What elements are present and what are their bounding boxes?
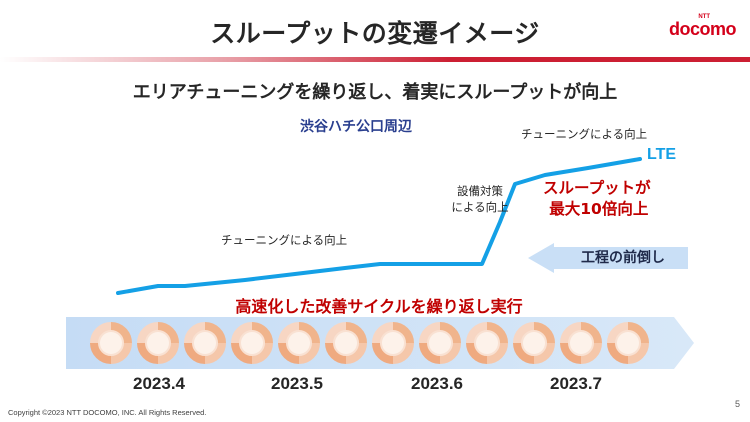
month-label: 2023.7	[550, 374, 602, 393]
cycle-icon	[515, 324, 553, 362]
tuning-note-top: チューニングによる向上	[521, 127, 648, 141]
measures-note-line1: 設備対策	[457, 184, 503, 198]
cycle-icon	[562, 324, 600, 362]
repeat-cycle-label: 高速化した改善サイクルを繰り返し実行	[235, 297, 523, 316]
page-number: 5	[734, 399, 740, 409]
cycle-band	[66, 317, 694, 369]
tuning-note-left: チューニングによる向上	[221, 233, 348, 247]
schedule-label: 工程の前倒し	[581, 250, 665, 266]
gain-line1: スループットが	[543, 179, 651, 197]
schedule-callout: 工程の前倒し	[528, 243, 688, 273]
gain-line2: 最大10倍向上	[549, 200, 649, 218]
title-divider	[0, 57, 750, 62]
month-label: 2023.4	[133, 374, 185, 393]
left-arrow-icon	[528, 243, 688, 273]
logo-ntt: NTT	[698, 14, 710, 20]
cycle-icon	[609, 324, 647, 362]
cycle-icon	[421, 324, 459, 362]
subtitle: エリアチューニングを繰り返し、着実にスループットが向上	[132, 82, 618, 103]
cycle-icon	[280, 324, 318, 362]
logo-name: docomo	[669, 19, 737, 39]
month-label: 2023.5	[271, 374, 323, 393]
series-label-lte: LTE	[647, 146, 677, 163]
page-title: スループットの変遷イメージ	[210, 19, 540, 48]
measures-note: 設備対策 による向上	[445, 183, 515, 215]
cycle-icon	[139, 324, 177, 362]
cycle-icon	[92, 324, 130, 362]
month-label: 2023.6	[411, 374, 463, 393]
cycle-icon	[468, 324, 506, 362]
throughput-gain-callout: スループットが 最大10倍向上	[543, 178, 651, 220]
cycle-icon	[233, 324, 271, 362]
lte-throughput-line	[116, 157, 642, 295]
copyright-footer: Copyright ©2023 NTT DOCOMO, INC. All Rig…	[8, 408, 207, 417]
location-label: 渋谷ハチ公口周辺	[300, 119, 412, 135]
cycle-icon	[374, 324, 412, 362]
measures-note-line2: による向上	[451, 200, 509, 214]
cycle-icon	[327, 324, 365, 362]
cycle-icon	[186, 324, 224, 362]
docomo-logo: NTT docomo	[669, 14, 737, 40]
